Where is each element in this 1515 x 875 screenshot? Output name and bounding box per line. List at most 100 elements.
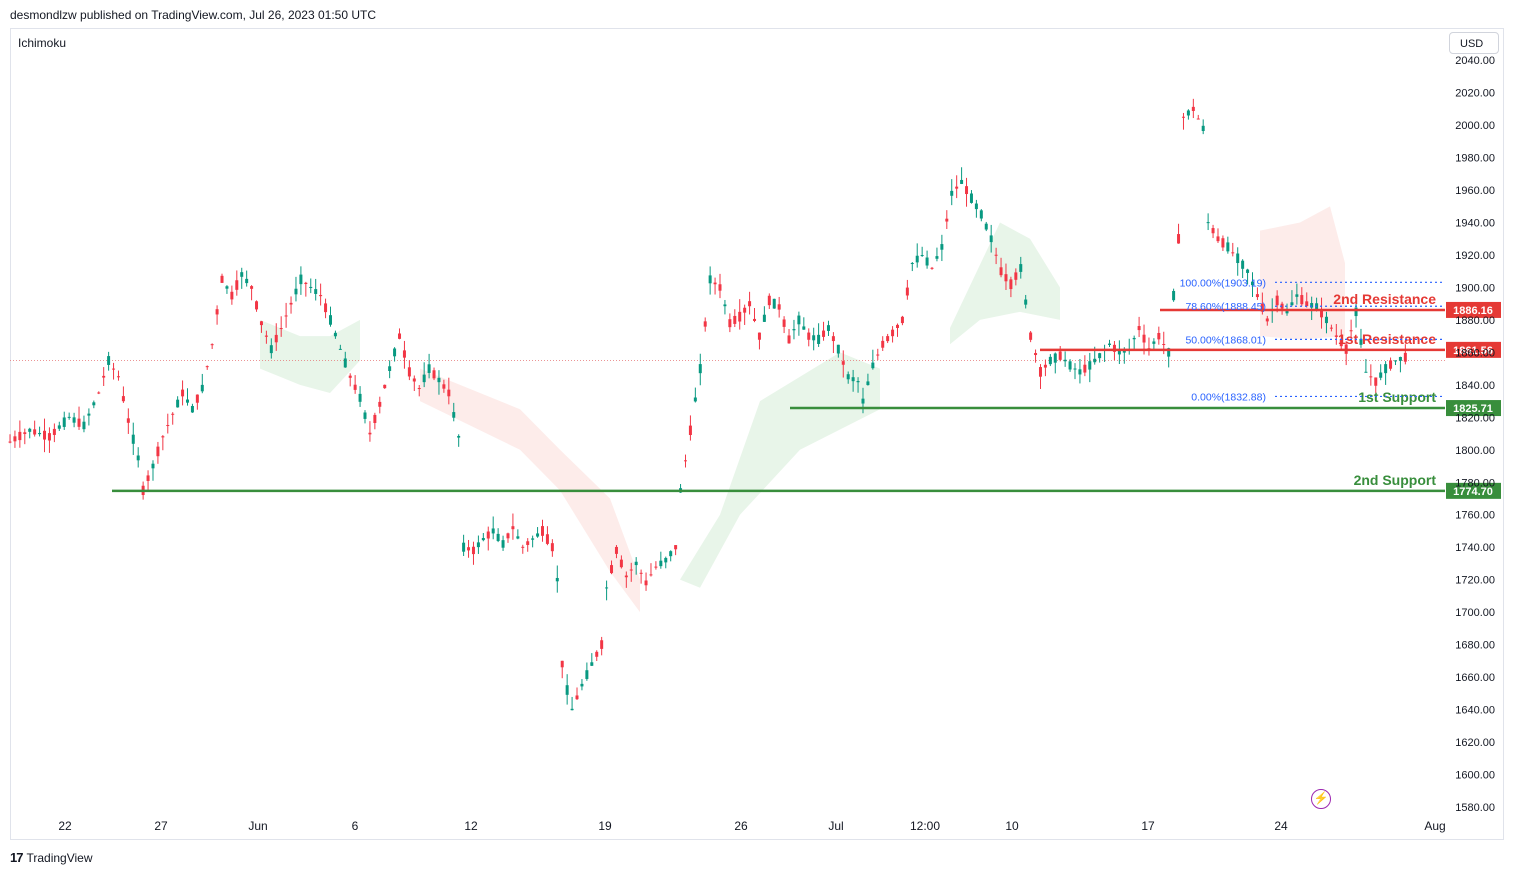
candle-body xyxy=(126,418,130,423)
candle-body xyxy=(269,345,273,354)
candle-body xyxy=(1112,344,1116,352)
candle-body xyxy=(807,332,811,340)
candle-body xyxy=(812,335,816,341)
candle-body xyxy=(738,311,742,322)
y-tick-label: 1700.00 xyxy=(1455,607,1495,619)
candle-body xyxy=(1073,368,1077,370)
candle-body xyxy=(1216,236,1220,242)
candle-body xyxy=(762,314,766,322)
candle-body xyxy=(822,330,826,337)
candle-body xyxy=(1320,309,1324,318)
indicator-label-ichimoku[interactable]: Ichimoku xyxy=(18,36,67,50)
price-tag-2 xyxy=(1446,400,1501,417)
candle-body xyxy=(674,545,678,550)
candle-body xyxy=(753,318,757,321)
candle-body xyxy=(294,288,298,295)
candle-body xyxy=(1152,341,1156,344)
candle-body xyxy=(255,301,259,310)
candle-body xyxy=(1029,332,1033,340)
candle-body xyxy=(442,384,446,389)
candle-body xyxy=(1206,222,1210,224)
y-tick-label: 2020.00 xyxy=(1455,88,1495,100)
candle-body xyxy=(654,566,658,568)
footer-brand[interactable]: 17 TradingView xyxy=(10,850,93,865)
candle-body xyxy=(1275,295,1279,306)
candle-body xyxy=(836,344,840,354)
candle-body xyxy=(600,640,604,649)
level-label-2: 1st Support xyxy=(1358,389,1436,405)
candle-body xyxy=(605,587,609,589)
y-tick-label: 1640.00 xyxy=(1455,704,1495,716)
candle-body xyxy=(698,364,702,374)
candle-body xyxy=(72,417,76,423)
candle-body xyxy=(920,254,924,256)
candle-body xyxy=(1162,343,1166,345)
candle-body xyxy=(171,413,175,415)
candle-body xyxy=(245,278,249,284)
candle-body xyxy=(767,295,771,306)
candle-body xyxy=(733,315,737,324)
candle-body xyxy=(1310,303,1314,308)
candle-body xyxy=(585,670,589,679)
candle-body xyxy=(1329,327,1333,329)
candle-body xyxy=(146,475,150,481)
candle-body xyxy=(1236,253,1240,264)
candle-body xyxy=(97,392,101,394)
x-tick-label: 19 xyxy=(598,819,612,833)
y-tick-label: 1940.00 xyxy=(1455,218,1495,230)
candle-body xyxy=(900,316,904,324)
candle-body xyxy=(545,534,549,544)
candle-body xyxy=(1403,352,1407,362)
candle-body xyxy=(1186,110,1190,116)
candle-body xyxy=(856,381,860,383)
candle-body xyxy=(930,267,934,269)
ichimoku-cloud-band xyxy=(950,222,1060,345)
candle-body xyxy=(1201,125,1205,132)
candle-body xyxy=(649,574,653,576)
candle-body xyxy=(1349,330,1353,332)
candle-body xyxy=(1043,364,1047,368)
candle-body xyxy=(560,660,564,668)
candle-body xyxy=(1241,260,1245,269)
candle-body xyxy=(210,344,214,346)
candle-body xyxy=(1265,318,1269,322)
candle-body xyxy=(87,413,91,416)
candle-body xyxy=(176,399,180,408)
candle-body xyxy=(506,533,510,539)
candle-body xyxy=(28,428,32,432)
price-tag-0 xyxy=(1446,301,1501,318)
level-label-3: 2nd Support xyxy=(1354,472,1437,488)
candle-body xyxy=(1379,372,1383,378)
candle-body xyxy=(8,441,12,443)
candle-body xyxy=(200,384,204,392)
candle-body xyxy=(1260,303,1264,312)
ichimoku-cloud-band xyxy=(1260,206,1345,340)
candle-body xyxy=(950,190,954,196)
candle-body xyxy=(999,267,1003,276)
candle-body xyxy=(624,575,628,578)
candle-body xyxy=(156,446,160,457)
candle-body xyxy=(866,381,870,386)
candle-body xyxy=(1384,364,1388,374)
candle-body xyxy=(595,651,599,657)
candle-body xyxy=(121,396,125,402)
lightning-icon[interactable]: ⚡ xyxy=(1311,789,1331,809)
candle-body xyxy=(536,533,540,537)
candle-body xyxy=(511,526,515,530)
x-tick-label: 27 xyxy=(154,819,168,833)
level-label-0: 2nd Resistance xyxy=(1333,291,1436,307)
candle-body xyxy=(1088,361,1092,370)
candle-body xyxy=(945,218,949,222)
candle-body xyxy=(974,203,978,210)
candle-body xyxy=(1117,350,1121,355)
candle-body xyxy=(526,541,530,545)
candle-body xyxy=(748,301,752,307)
chart-frame[interactable] xyxy=(10,28,1504,840)
candle-body xyxy=(407,367,411,377)
currency-button[interactable]: USD xyxy=(1449,32,1499,54)
candle-body xyxy=(1142,334,1146,343)
candle-body xyxy=(965,186,969,195)
published-info: desmondlzw published on TradingView.com,… xyxy=(10,8,376,22)
candle-body xyxy=(338,348,342,350)
